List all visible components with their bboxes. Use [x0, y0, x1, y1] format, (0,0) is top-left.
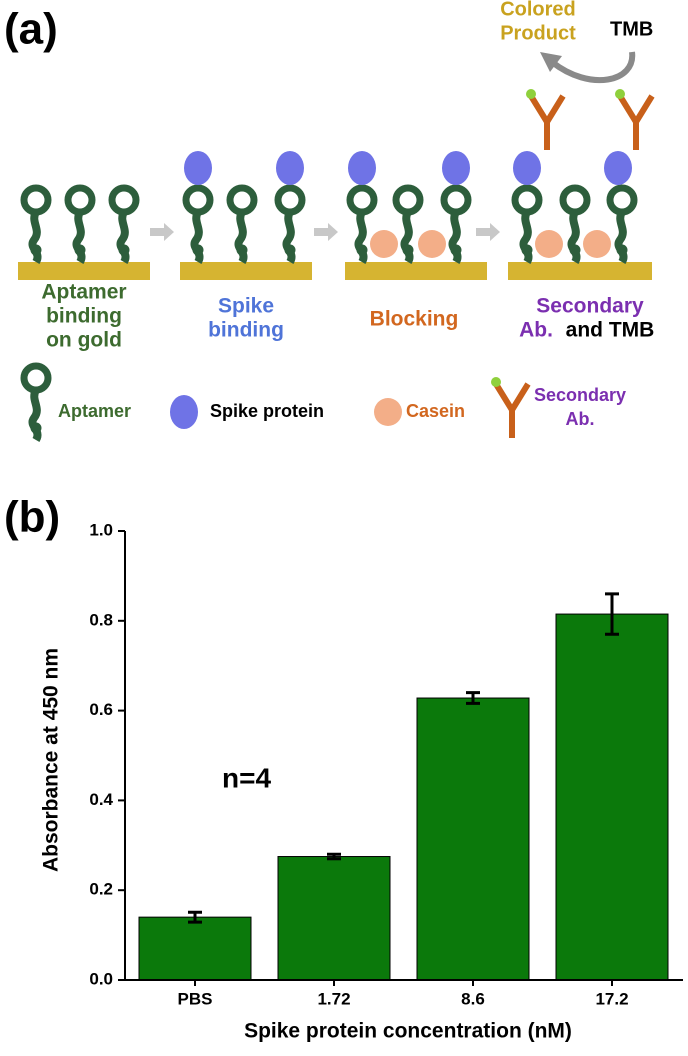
label-line: Spike: [218, 295, 274, 318]
label-line: Ab.: [519, 319, 553, 342]
label-line: Secondary: [534, 385, 626, 405]
bar: [416, 697, 530, 981]
label-line: Spike protein: [210, 401, 324, 421]
label-line: binding: [46, 305, 122, 328]
error-bar: [188, 910, 202, 924]
label-line: Aptamer: [58, 401, 131, 421]
x-tick-label: PBS: [178, 989, 213, 1008]
x-tick-label: 8.6: [461, 989, 485, 1008]
x-tick-label: 17.2: [595, 989, 628, 1008]
label-line: binding: [208, 319, 284, 342]
panel-label: (a): [4, 5, 58, 54]
y-tick-label: 0.0: [89, 969, 113, 988]
diagram: [18, 51, 652, 440]
label-line: Product: [500, 22, 576, 44]
annotation: n=4: [222, 762, 271, 793]
y-tick-label: 0.6: [89, 700, 113, 719]
error-bar: [327, 852, 341, 861]
label-line: Blocking: [370, 308, 459, 331]
y-tick-label: 0.8: [89, 610, 113, 629]
label-line: Ab.: [566, 409, 595, 429]
label-line: Secondary: [536, 295, 644, 318]
chart: 0.0 0.2 0.4 0.6 0.8 1.0 PBS 1.72 8.6 17.2 Spike pr…: [40, 520, 683, 1043]
bar: [277, 856, 391, 981]
y-axis-label: Absorbance at 450 nm: [40, 648, 63, 872]
label-line: Colored: [500, 0, 576, 20]
label-line: Aptamer: [41, 281, 126, 304]
error-bar: [605, 592, 619, 636]
panel-label: (b): [4, 493, 60, 542]
label-line: Casein: [406, 401, 465, 421]
y-tick-label: 0.2: [89, 880, 113, 899]
x-tick-label: 1.72: [317, 989, 350, 1008]
label-line: and TMB: [566, 319, 655, 342]
error-bar: [466, 691, 480, 705]
x-axis-label: Spike protein concentration (nM): [244, 1020, 572, 1043]
y-tick-label: 0.4: [89, 790, 113, 809]
bar: [555, 613, 669, 981]
reagent: TMB: [610, 18, 653, 40]
axes: [124, 531, 683, 981]
label-line: on gold: [46, 329, 122, 352]
y-tick-label: 1.0: [89, 520, 113, 539]
bar: [138, 916, 252, 981]
